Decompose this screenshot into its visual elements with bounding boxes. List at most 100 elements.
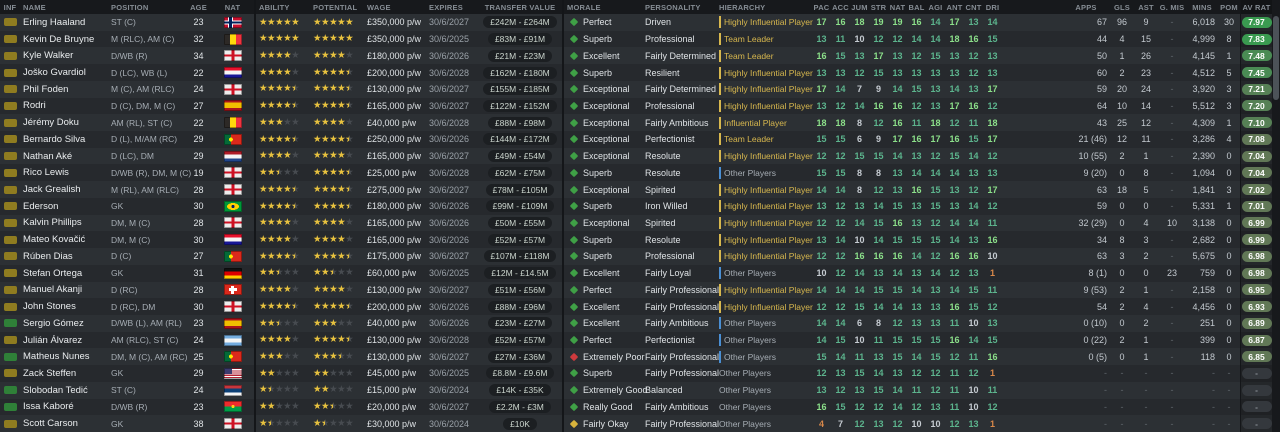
transfer-value[interactable]: £155M - £185M bbox=[483, 83, 557, 96]
col-header-attr-dri[interactable]: DRI bbox=[985, 2, 1000, 12]
transfer-value[interactable]: £62M - £75M bbox=[487, 166, 553, 179]
col-header-hierarchy[interactable]: HIERARCHY bbox=[719, 2, 766, 12]
transfer-value[interactable]: £27M - £36M bbox=[487, 350, 553, 363]
transfer-value[interactable]: £99M - £109M bbox=[485, 200, 555, 213]
player-row[interactable]: Scott Carson GK 38 ★ ★ ★ ★ ★ ★ ★ ★ ★ ★ ★ ★ £30,000 p/w 3… bbox=[0, 415, 1272, 432]
vertical-scrollbar[interactable] bbox=[1272, 0, 1280, 432]
player-name[interactable]: Ederson bbox=[23, 200, 59, 212]
transfer-value[interactable]: £14K - £35K bbox=[489, 384, 551, 397]
col-header-apps[interactable]: APPS bbox=[1075, 2, 1097, 12]
transfer-value[interactable]: £49M - £54M bbox=[487, 150, 553, 163]
transfer-value[interactable]: £51M - £56M bbox=[487, 283, 553, 296]
player-row[interactable]: Manuel Akanji D (RC) 28 ★ ★ ★ ★ ★ ★ ★ ★ ★ ★ £130,000 … bbox=[0, 281, 1272, 299]
player-row[interactable]: Zack Steffen GK 29 ★ ★ ★ ★ ★ ★ ★ ★ ★ ★ £45,000 p/w 30/… bbox=[0, 365, 1272, 382]
player-name[interactable]: Mateo Kovačić bbox=[23, 234, 86, 246]
player-name[interactable]: Sergio Gómez bbox=[23, 317, 84, 329]
transfer-value[interactable]: £88M - £96M bbox=[487, 300, 553, 313]
player-name[interactable]: Rico Lewis bbox=[23, 167, 69, 179]
col-header-ability[interactable]: ABILITY bbox=[259, 2, 290, 12]
player-row[interactable]: Mateo Kovačić DM, M (C) 30 ★ ★ ★ ★ ★ ★ ★ ★ ★ ★ £165,0… bbox=[0, 231, 1272, 249]
transfer-value[interactable]: £21M - £23M bbox=[487, 49, 553, 62]
col-header-pom[interactable]: POM bbox=[1220, 2, 1238, 12]
transfer-value[interactable]: £88M - £98M bbox=[487, 116, 553, 129]
player-name[interactable]: Phil Foden bbox=[23, 83, 69, 95]
col-header-personality[interactable]: PERSONALITY bbox=[645, 2, 701, 12]
player-row[interactable]: John Stones D (RC), DM 30 ★ ★ ★ ★ ★ ★ ★ ★ ★ ★ ★ ★ £200,… bbox=[0, 298, 1272, 315]
col-header-nat[interactable]: NAT bbox=[211, 0, 256, 14]
col-header-potential[interactable]: POTENTIAL bbox=[313, 2, 358, 12]
col-header-attr-str[interactable]: STR bbox=[870, 2, 887, 12]
transfer-value[interactable]: £122M - £152M bbox=[483, 99, 557, 112]
player-row[interactable]: Jack Grealish M (RL), AM (RLC) 28 ★ ★ ★ ★ ★ ★ ★ ★ ★… bbox=[0, 181, 1272, 198]
player-row[interactable]: Phil Foden M (C), AM (RLC) 24 ★ ★ ★ ★ ★ ★ ★ ★ ★ ★ ★ ★ £… bbox=[0, 80, 1272, 98]
player-row[interactable]: Jérémy Doku AM (RL), ST (C) 22 ★ ★ ★ ★ ★ ★ ★ ★ ★ ★ £4… bbox=[0, 114, 1272, 132]
player-name[interactable]: Issa Kaboré bbox=[23, 401, 74, 413]
player-row[interactable]: Kyle Walker D/WB (R) 34 ★ ★ ★ ★ ★ ★ ★ ★ ★ ★ £180,000 … bbox=[0, 47, 1272, 65]
col-header-morale[interactable]: MORALE bbox=[567, 2, 601, 12]
col-header-av-rat[interactable]: AV RAT bbox=[1240, 0, 1272, 14]
player-row[interactable]: Kevin De Bruyne M (RLC), AM (C) 32 ★ ★ ★ ★ ★ ★ ★ ★… bbox=[0, 30, 1272, 48]
player-name[interactable]: Rodri bbox=[23, 100, 46, 112]
col-header-gls[interactable]: GLS bbox=[1113, 2, 1131, 12]
player-row[interactable]: Sergio Gómez D/WB (L), AM (RL) 23 ★ ★ ★ ★ ★ ★ ★ ★ ★… bbox=[0, 314, 1272, 332]
player-row[interactable]: Matheus Nunes DM, M (C), AM (RC) 25 ★ ★ ★ ★ ★ ★ ★… bbox=[0, 348, 1272, 366]
transfer-value[interactable]: £107M - £118M bbox=[483, 250, 557, 263]
col-header-age[interactable]: AGE bbox=[190, 2, 207, 12]
col-header-position[interactable]: POSITION bbox=[111, 2, 149, 12]
col-header-transfer-value[interactable]: TRANSFER VALUE bbox=[478, 0, 564, 14]
player-row[interactable]: Joško Gvardiol D (LC), WB (L) 22 ★ ★ ★ ★ ★ ★ ★ ★ ★ ★… bbox=[0, 64, 1272, 81]
player-name[interactable]: Joško Gvardiol bbox=[23, 67, 86, 79]
transfer-value[interactable]: £52M - £57M bbox=[487, 233, 553, 246]
player-row[interactable]: Rodri D (C), DM, M (C) 27 ★ ★ ★ ★ ★ ★ ★ ★ ★ ★ ★ ★ £165,… bbox=[0, 97, 1272, 115]
player-row[interactable]: Kalvin Phillips DM, M (C) 28 ★ ★ ★ ★ ★ ★ ★ ★ ★ ★ £165… bbox=[0, 214, 1272, 232]
player-name[interactable]: Matheus Nunes bbox=[23, 351, 90, 363]
player-name[interactable]: Jérémy Doku bbox=[23, 117, 79, 129]
player-name[interactable]: Stefan Ortega bbox=[23, 267, 83, 279]
player-name[interactable]: Nathan Aké bbox=[23, 150, 73, 162]
col-header-attr-cnt[interactable]: CNT bbox=[965, 2, 982, 12]
player-name[interactable]: Slobodan Tedić bbox=[23, 384, 88, 396]
transfer-value[interactable]: £10K bbox=[503, 417, 537, 430]
col-header-attr-bal[interactable]: BAL bbox=[908, 2, 925, 12]
col-header-expires[interactable]: EXPIRES bbox=[429, 2, 463, 12]
player-name[interactable]: Julián Álvarez bbox=[23, 334, 83, 346]
player-name[interactable]: Scott Carson bbox=[23, 418, 78, 430]
transfer-value[interactable]: £50M - £55M bbox=[487, 216, 553, 229]
col-header-attr-ant[interactable]: ANT bbox=[946, 2, 963, 12]
col-header-name[interactable]: NAME bbox=[23, 2, 46, 12]
col-header-wage[interactable]: WAGE bbox=[367, 2, 391, 12]
transfer-value[interactable]: £8.8M - £9.6M bbox=[485, 367, 555, 380]
transfer-value[interactable]: £242M - £264M bbox=[483, 16, 557, 29]
player-name[interactable]: Erling Haaland bbox=[23, 16, 86, 28]
player-name[interactable]: Zack Steffen bbox=[23, 367, 77, 379]
player-name[interactable]: Bernardo Silva bbox=[23, 133, 86, 145]
col-header-attr-jum[interactable]: JUM bbox=[851, 2, 868, 12]
player-row[interactable]: Rúben Dias D (C) 27 ★ ★ ★ ★ ★ ★ ★ ★ ★ ★ ★ ★ £175,000 p/… bbox=[0, 248, 1272, 265]
col-header-attr-agi[interactable]: AGI bbox=[928, 2, 943, 12]
player-name[interactable]: Kevin De Bruyne bbox=[23, 33, 95, 45]
col-header-attr-pac[interactable]: PAC bbox=[813, 2, 830, 12]
col-header-attr-acc[interactable]: ACC bbox=[832, 2, 849, 12]
player-name[interactable]: Rúben Dias bbox=[23, 250, 73, 262]
player-row[interactable]: Bernardo Silva D (L), M/AM (RC) 29 ★ ★ ★ ★ ★ ★ ★ ★… bbox=[0, 131, 1272, 148]
transfer-value[interactable]: £52M - £57M bbox=[487, 334, 553, 347]
player-row[interactable]: Issa Kaboré D/WB (R) 23 ★ ★ ★ ★ ★ ★ ★ ★ ★ ★ ★ £20,000 … bbox=[0, 398, 1272, 416]
player-name[interactable]: Kalvin Phillips bbox=[23, 217, 82, 229]
player-row[interactable]: Slobodan Tedić ST (C) 24 ★ ★ ★ ★ ★ ★ ★ ★ ★ ★ ★ £15,000… bbox=[0, 381, 1272, 399]
player-row[interactable]: Stefan Ortega GK 31 ★ ★ ★ ★ ★ ★ ★ ★ ★ ★ ★ ★ £60,000 p/w… bbox=[0, 264, 1272, 282]
scrollbar-thumb[interactable] bbox=[1273, 16, 1279, 100]
player-name[interactable]: Kyle Walker bbox=[23, 50, 74, 62]
player-row[interactable]: Ederson GK 30 ★ ★ ★ ★ ★ ★ ★ ★ ★ ★ ★ ★ £180,000 p/w 30/6/… bbox=[0, 197, 1272, 215]
player-row[interactable]: Rico Lewis D/WB (R), DM, M (C) 19 ★ ★ ★ ★ ★ ★ ★ ★ ★… bbox=[0, 164, 1272, 182]
transfer-value[interactable]: £2.2M - £3M bbox=[489, 400, 551, 413]
col-header-ast[interactable]: AST bbox=[1138, 2, 1154, 12]
player-name[interactable]: Jack Grealish bbox=[23, 184, 81, 196]
player-row[interactable]: Julián Álvarez AM (RLC), ST (C) 24 ★ ★ ★ ★ ★ ★ ★ ★… bbox=[0, 331, 1272, 349]
transfer-value[interactable]: £144M - £172M bbox=[483, 133, 557, 146]
col-header-attr-nat[interactable]: NAT bbox=[889, 2, 906, 12]
player-name[interactable]: John Stones bbox=[23, 301, 76, 313]
player-row[interactable]: Nathan Aké D (LC), DM 29 ★ ★ ★ ★ ★ ★ ★ ★ ★ ★ £165,000… bbox=[0, 147, 1272, 165]
transfer-value[interactable]: £78M - £105M bbox=[485, 183, 555, 196]
transfer-value[interactable]: £83M - £91M bbox=[487, 33, 553, 46]
col-header-g-mis[interactable]: G. MIS bbox=[1159, 2, 1185, 12]
